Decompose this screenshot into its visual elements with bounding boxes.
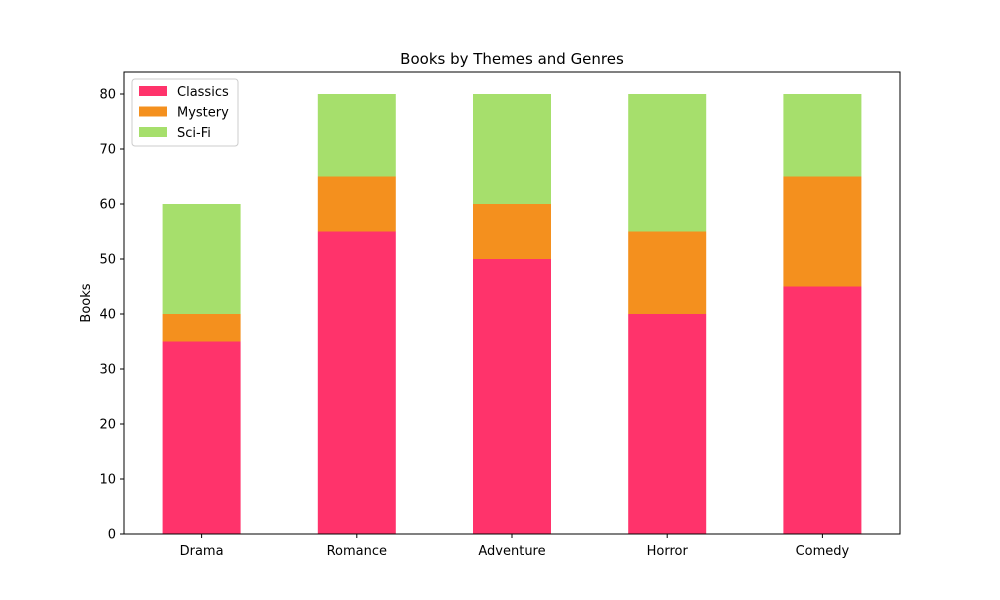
legend-swatch-mystery [139, 106, 167, 117]
bar-sci-fi-adventure [473, 94, 551, 204]
legend-label-mystery: Mystery [177, 106, 229, 121]
bar-mystery-comedy [783, 176, 862, 287]
y-tick-label: 80 [99, 88, 116, 103]
legend: Classics Mystery Sci-Fi [131, 78, 239, 147]
y-axis-label: Books [79, 283, 94, 322]
y-tick-label: 40 [99, 308, 116, 323]
y-tick-label: 60 [99, 198, 116, 213]
bar-mystery-romance [317, 176, 396, 232]
legend-swatch-sci-fi [139, 127, 167, 137]
bar-sci-fi-comedy [783, 94, 862, 177]
x-tick-label: Horror [647, 544, 689, 559]
legend-label-sci-fi: Sci-Fi [177, 126, 211, 141]
y-tick-label: 0 [108, 528, 116, 543]
x-tick-label: Romance [327, 544, 387, 559]
y-tick-label: 10 [99, 473, 116, 488]
x-tick-label: Adventure [478, 544, 545, 559]
bar-sci-fi-drama [162, 204, 241, 314]
bar-sci-fi-horror [628, 94, 707, 232]
bar-classics-drama [162, 341, 241, 534]
legend-label-classics: Classics [177, 85, 229, 100]
x-axis: Drama Romance Adventure Horror Comedy [180, 534, 850, 559]
legend-swatch-classics [139, 86, 167, 96]
x-tick-label: Comedy [796, 544, 850, 559]
y-tick-label: 70 [99, 143, 116, 158]
x-tick-label: Drama [180, 544, 224, 559]
chart-title: Books by Themes and Genres [400, 50, 624, 68]
y-tick-label: 20 [99, 418, 116, 433]
bar-classics-comedy [783, 286, 862, 534]
bars-layer [162, 94, 862, 534]
bar-sci-fi-romance [317, 94, 396, 177]
y-tick-label: 30 [99, 363, 116, 378]
bar-classics-romance [317, 231, 396, 534]
bar-mystery-adventure [473, 204, 551, 259]
bar-classics-horror [628, 314, 707, 534]
y-axis: 0 10 20 30 40 50 60 70 80 [99, 88, 124, 543]
bar-mystery-drama [162, 314, 241, 342]
bar-classics-adventure [473, 259, 551, 534]
bar-mystery-horror [628, 231, 707, 314]
y-tick-label: 50 [99, 253, 116, 268]
